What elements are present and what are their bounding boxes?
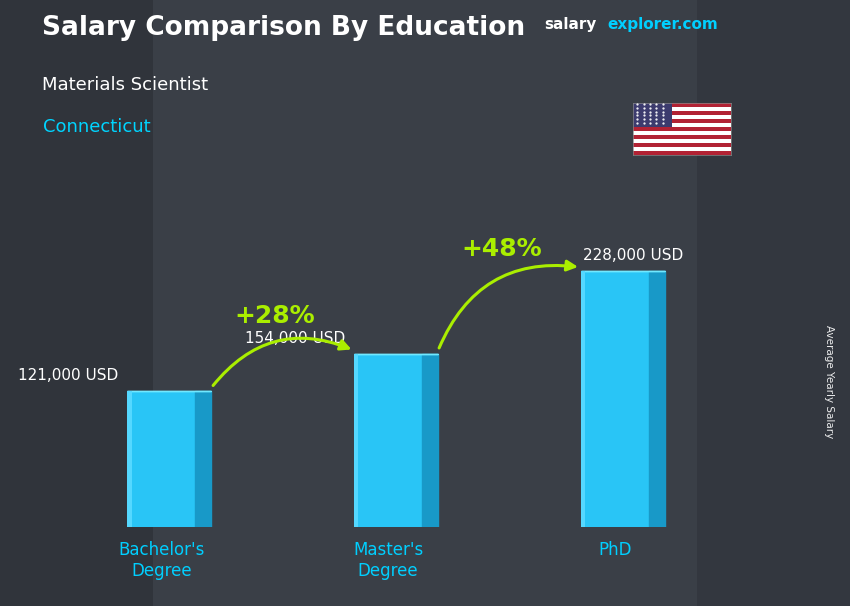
Text: salary: salary	[544, 17, 597, 32]
Bar	[633, 131, 731, 135]
Text: 121,000 USD: 121,000 USD	[18, 368, 118, 383]
Bar	[354, 354, 422, 527]
Bar	[633, 115, 731, 119]
Bar	[697, 0, 850, 606]
Text: +48%: +48%	[462, 237, 541, 261]
Bar	[633, 111, 731, 115]
Bar	[633, 142, 731, 147]
Bar	[633, 135, 731, 139]
Polygon shape	[422, 354, 438, 527]
Bar	[581, 271, 649, 527]
Bar	[128, 391, 132, 527]
Bar	[633, 139, 731, 142]
Text: 228,000 USD: 228,000 USD	[583, 248, 683, 263]
FancyArrowPatch shape	[439, 261, 575, 348]
Text: explorer.com: explorer.com	[608, 17, 718, 32]
Bar	[633, 103, 672, 127]
Text: +28%: +28%	[235, 304, 315, 328]
Bar	[633, 147, 731, 150]
Text: Average Yearly Salary: Average Yearly Salary	[824, 325, 834, 438]
Bar	[128, 391, 196, 527]
Bar	[581, 271, 585, 527]
Bar	[633, 119, 731, 123]
Bar	[633, 123, 731, 127]
Polygon shape	[649, 271, 665, 527]
Text: 154,000 USD: 154,000 USD	[245, 331, 345, 346]
Bar	[633, 103, 731, 107]
Bar	[633, 150, 731, 155]
Bar	[0, 0, 153, 606]
Polygon shape	[196, 391, 212, 527]
Bar	[633, 107, 731, 111]
Text: Connecticut: Connecticut	[42, 118, 150, 136]
Text: Materials Scientist: Materials Scientist	[42, 76, 208, 94]
Bar	[354, 354, 358, 527]
Text: Salary Comparison By Education: Salary Comparison By Education	[42, 15, 525, 41]
FancyArrowPatch shape	[213, 338, 348, 385]
Bar	[633, 127, 731, 131]
